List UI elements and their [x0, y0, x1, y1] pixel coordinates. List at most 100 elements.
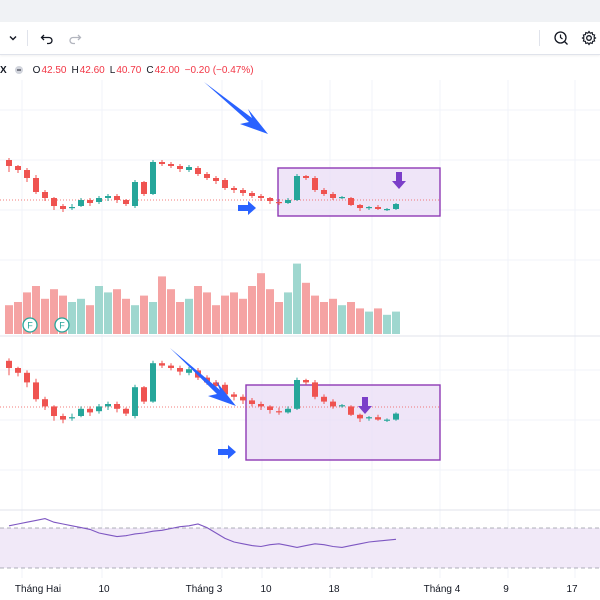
close-value: 42.00	[154, 64, 180, 76]
candle	[15, 366, 21, 377]
volume-bar	[194, 286, 202, 334]
visibility-toggle-icon[interactable]	[14, 66, 23, 74]
candle	[105, 401, 111, 410]
candle	[330, 399, 336, 409]
low-key: L	[109, 64, 116, 76]
volume-bar	[176, 302, 184, 334]
volume-bar	[347, 302, 355, 334]
volume-bar	[95, 286, 103, 334]
x-axis-tick-label: 10	[98, 584, 110, 595]
candle	[168, 162, 174, 168]
candle	[384, 208, 390, 211]
candle	[114, 194, 120, 203]
candle	[78, 406, 84, 418]
candle	[321, 188, 327, 196]
volume-bar	[212, 305, 220, 334]
candle	[249, 398, 255, 407]
candle	[276, 407, 282, 415]
candle	[366, 416, 372, 421]
candle	[78, 198, 84, 207]
candle	[249, 191, 255, 198]
volume-bar	[140, 295, 148, 334]
volume-bar	[392, 311, 400, 334]
volume-bar	[248, 286, 256, 334]
undo-icon[interactable]	[36, 28, 58, 48]
gear-icon[interactable]	[578, 28, 600, 48]
candle	[321, 394, 327, 404]
volume-bar	[131, 305, 139, 334]
candle	[33, 378, 39, 402]
x-axis-tick-label: Tháng Hai	[15, 584, 61, 595]
candle	[24, 168, 30, 182]
volume-bar	[374, 308, 382, 334]
candle	[195, 166, 201, 176]
x-axis-tick-label: 18	[328, 584, 340, 595]
candle	[123, 407, 129, 416]
chart-grid	[0, 80, 600, 578]
candle	[177, 365, 183, 376]
volume-bar	[230, 292, 238, 334]
trend-arrow	[204, 82, 268, 134]
candle	[303, 378, 309, 385]
annotation-arrows	[170, 82, 268, 459]
volume-bar	[221, 295, 229, 334]
candle	[339, 196, 345, 199]
volume-bar	[356, 308, 364, 334]
volume-bar	[122, 298, 130, 334]
redo-icon[interactable]	[64, 28, 86, 48]
candle	[15, 165, 21, 173]
candle	[159, 160, 165, 166]
price-chart[interactable]: F F Tháng Hai 10 Tháng 3 10 18 Tháng 4 9 17	[0, 56, 600, 600]
x-axis-tick-label: Tháng 4	[424, 584, 461, 595]
volume-bar	[14, 302, 22, 334]
candle	[51, 197, 57, 210]
rsi-band	[0, 528, 600, 568]
candle	[393, 412, 399, 421]
volume-bar	[284, 292, 292, 334]
candle	[339, 404, 345, 408]
chevron-down-icon[interactable]	[4, 28, 22, 48]
candle	[186, 165, 192, 172]
change-value: −0.20 (−0.47%)	[184, 64, 254, 76]
volume-bar	[320, 302, 328, 334]
candle	[42, 190, 48, 201]
x-axis-tick-label: 17	[566, 584, 578, 595]
candle	[330, 192, 336, 200]
event-label: F	[59, 321, 65, 331]
down-arrow-icon	[358, 397, 372, 414]
volume-bar	[365, 311, 373, 334]
volume-bar	[113, 289, 121, 334]
close-key: C	[146, 64, 154, 76]
volume-bar	[311, 295, 319, 334]
volume-bar	[23, 292, 31, 334]
candle	[294, 174, 300, 201]
candle	[285, 406, 291, 414]
x-axis-tick-label: 10	[260, 584, 272, 595]
candle	[69, 204, 75, 210]
high-value: 42.60	[79, 64, 105, 76]
x-axis-tick-label: 9	[503, 584, 509, 595]
open-key: O	[32, 64, 41, 76]
volume-bar	[68, 302, 76, 334]
candle	[6, 358, 12, 376]
candle	[231, 186, 237, 193]
highlight-rectangle-bottom	[245, 384, 441, 461]
volume-bar	[266, 289, 274, 334]
candle	[24, 370, 30, 388]
candle	[213, 176, 219, 184]
candle	[6, 158, 12, 172]
volume-bar	[149, 302, 157, 334]
chart-toolbar	[0, 22, 600, 55]
candle	[177, 164, 183, 172]
snapshot-icon[interactable]	[550, 28, 572, 48]
candle	[114, 401, 120, 413]
candle	[60, 204, 66, 212]
volume-bar	[293, 263, 301, 334]
candle	[348, 197, 354, 206]
candle	[42, 396, 48, 410]
symbol-name[interactable]: X	[0, 64, 7, 76]
candle	[375, 205, 381, 210]
toolbar-divider	[539, 30, 540, 46]
high-key: H	[71, 64, 79, 76]
x-axis-tick-label: Tháng 3	[186, 584, 223, 595]
